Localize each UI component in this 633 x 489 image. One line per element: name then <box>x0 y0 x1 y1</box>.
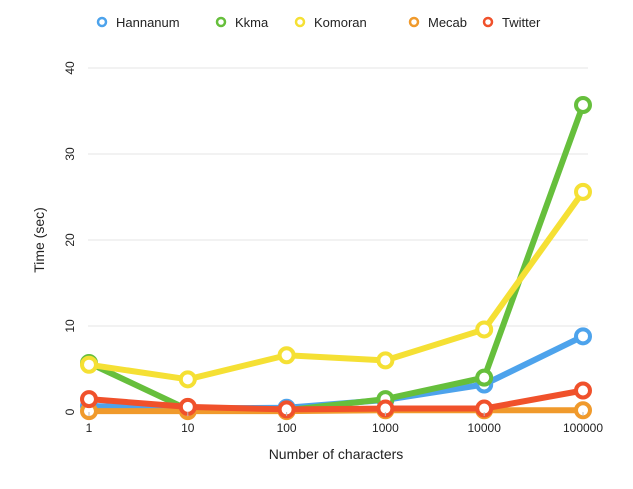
series-line <box>86 101 586 414</box>
data-point <box>80 355 98 374</box>
x-tick-label: 1 <box>86 421 93 435</box>
data-point <box>376 351 395 370</box>
legend-marker <box>215 16 227 28</box>
y-axis-title: Time (sec) <box>31 207 47 273</box>
y-tick-label: 10 <box>63 319 77 333</box>
data-point <box>574 381 592 400</box>
x-tick-label: 100 <box>277 421 297 435</box>
x-axis-title: Number of characters <box>269 446 404 462</box>
data-point <box>475 368 494 387</box>
data-point <box>574 182 592 201</box>
chart-series-group <box>80 95 592 421</box>
legend-marker <box>96 16 108 28</box>
series-line <box>86 188 586 383</box>
y-axis-ticks: 0 10 20 30 40 <box>63 61 77 415</box>
y-tick-label: 40 <box>63 61 77 75</box>
data-point <box>277 400 296 419</box>
data-point <box>574 95 592 114</box>
series-twitter <box>80 381 592 419</box>
series-line <box>86 387 586 413</box>
legend-label: Twitter <box>502 15 541 30</box>
series-komoran <box>80 182 592 389</box>
data-point <box>475 320 494 339</box>
x-axis-ticks: 1 10 100 1000 10000 100000 <box>86 412 603 435</box>
legend-label: Mecab <box>428 15 467 30</box>
x-tick-label: 10 <box>181 421 195 435</box>
chart-legend: Hannanum Kkma Komoran Mecab Twitter <box>96 15 541 30</box>
data-point <box>80 390 98 409</box>
x-tick-label: 100000 <box>563 421 603 435</box>
data-point <box>178 397 197 416</box>
legend-label: Hannanum <box>116 15 180 30</box>
legend-label: Kkma <box>235 15 269 30</box>
legend-label: Komoran <box>314 15 367 30</box>
legend-marker <box>294 16 306 28</box>
y-tick-label: 0 <box>63 408 77 415</box>
data-point <box>574 401 592 420</box>
x-tick-label: 1000 <box>372 421 399 435</box>
data-point <box>178 370 197 389</box>
legend-marker <box>408 16 420 28</box>
x-tick-label: 10000 <box>468 421 502 435</box>
legend-marker <box>482 16 494 28</box>
y-tick-label: 30 <box>63 147 77 161</box>
data-point <box>574 327 592 346</box>
data-point <box>277 346 296 365</box>
y-tick-label: 20 <box>63 233 77 247</box>
